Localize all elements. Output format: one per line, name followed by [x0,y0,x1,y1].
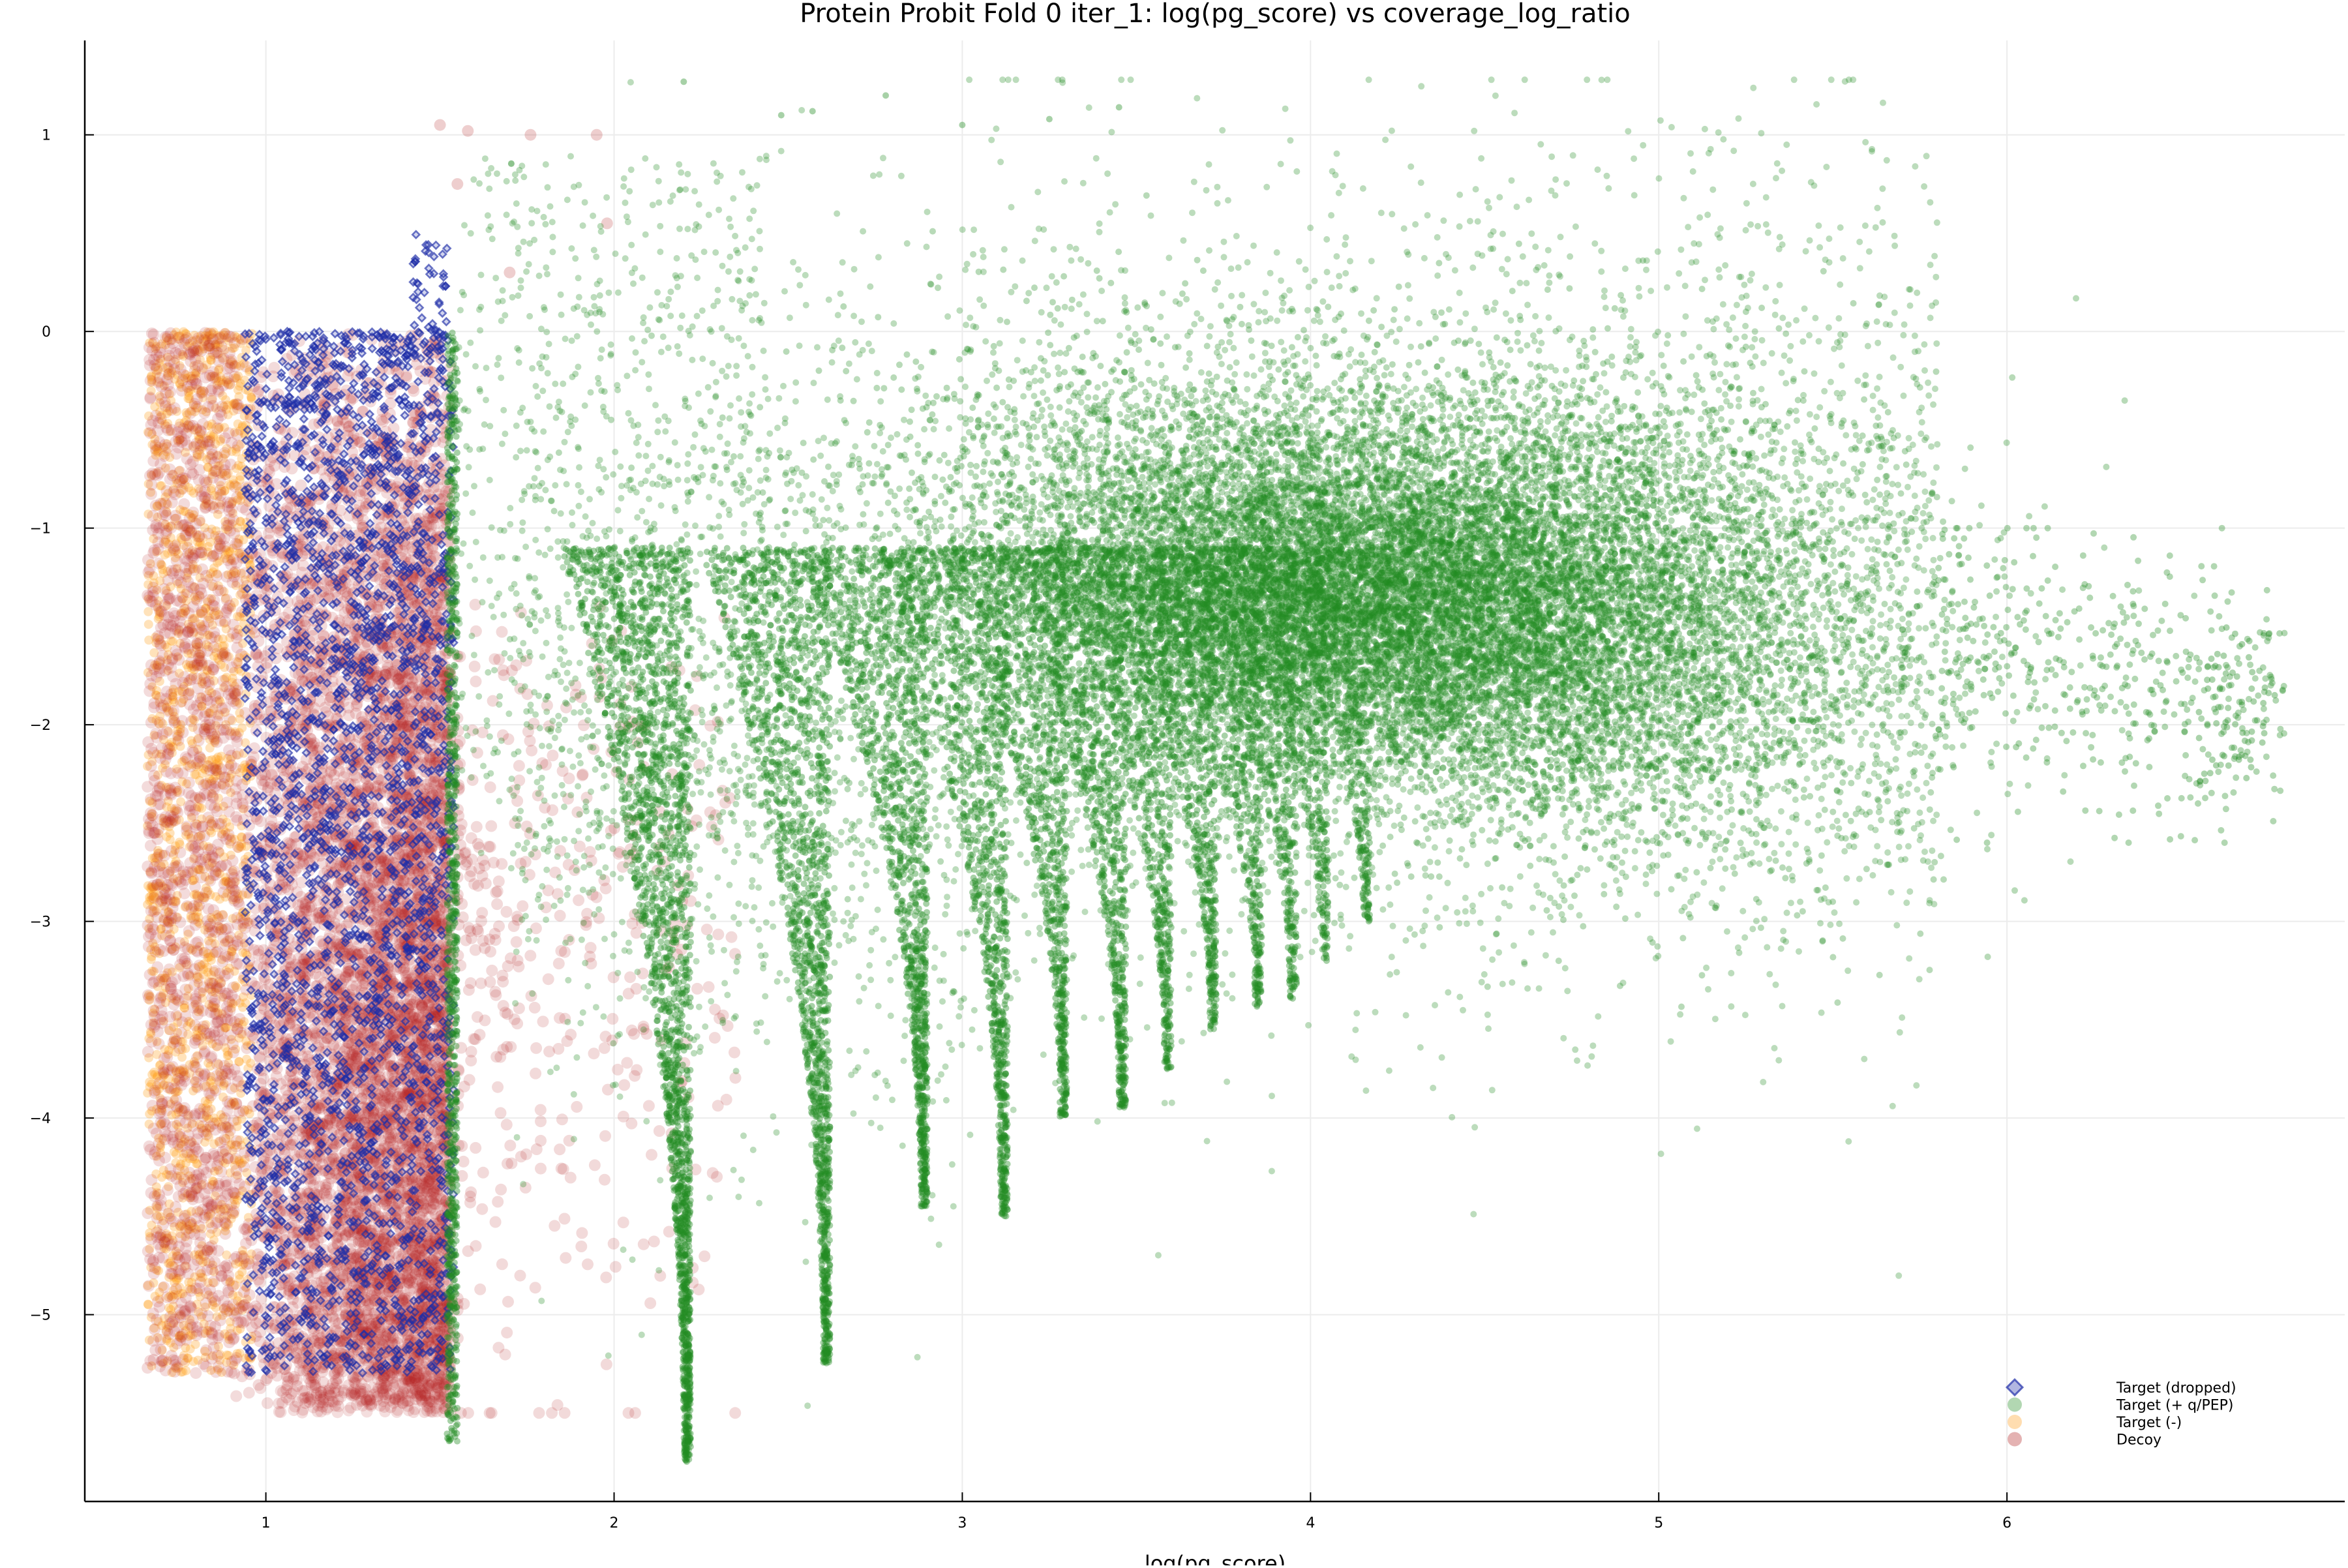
data-point [224,714,235,725]
data-point [238,1003,247,1012]
data-point [145,1174,157,1186]
data-point [229,481,241,492]
data-point [162,832,172,841]
data-point [144,620,153,629]
data-point [158,1281,170,1293]
data-point [189,1357,198,1366]
data-point [243,1387,255,1398]
data-point [242,1055,251,1064]
data-point [147,1070,157,1079]
